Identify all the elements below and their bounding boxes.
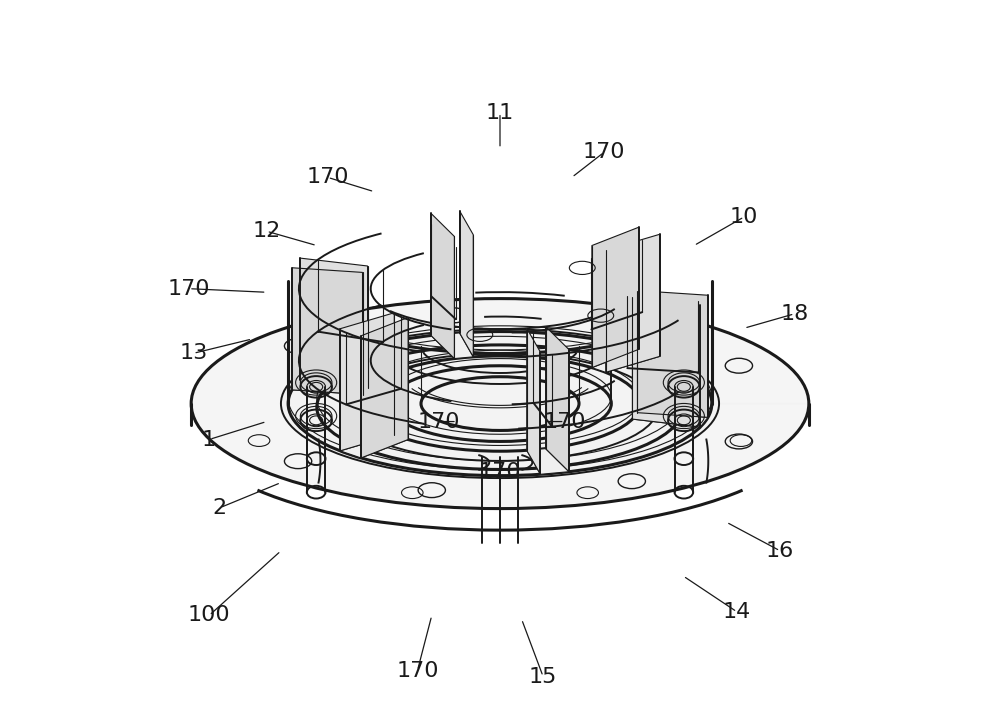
Polygon shape xyxy=(527,328,540,474)
Polygon shape xyxy=(281,329,719,478)
Text: 14: 14 xyxy=(723,602,751,622)
Text: 2: 2 xyxy=(213,497,227,518)
Polygon shape xyxy=(300,258,368,388)
Polygon shape xyxy=(431,213,454,358)
Text: 10: 10 xyxy=(730,207,758,227)
Polygon shape xyxy=(632,297,700,427)
Polygon shape xyxy=(340,435,408,458)
Text: 1: 1 xyxy=(202,430,216,449)
Text: 16: 16 xyxy=(766,541,794,561)
Polygon shape xyxy=(592,349,660,372)
Text: 170: 170 xyxy=(306,167,349,187)
Polygon shape xyxy=(632,412,708,427)
Text: 170: 170 xyxy=(168,279,210,298)
Text: 170: 170 xyxy=(583,142,625,162)
Polygon shape xyxy=(606,234,660,372)
Polygon shape xyxy=(460,211,473,357)
Text: 18: 18 xyxy=(780,304,809,324)
Polygon shape xyxy=(527,448,569,474)
Polygon shape xyxy=(431,333,473,358)
Text: 12: 12 xyxy=(252,221,281,242)
Polygon shape xyxy=(546,327,569,472)
Text: 11: 11 xyxy=(486,102,514,123)
Text: 170: 170 xyxy=(396,660,439,681)
Text: 170: 170 xyxy=(418,412,460,432)
Polygon shape xyxy=(637,291,708,417)
Polygon shape xyxy=(592,227,639,368)
Polygon shape xyxy=(292,380,368,394)
Text: 15: 15 xyxy=(529,666,557,686)
Polygon shape xyxy=(292,267,363,394)
Polygon shape xyxy=(340,313,394,451)
Polygon shape xyxy=(361,317,408,458)
Text: 170: 170 xyxy=(479,462,521,482)
Text: 170: 170 xyxy=(543,412,586,432)
Text: 100: 100 xyxy=(188,606,230,626)
Polygon shape xyxy=(191,298,809,508)
Text: 13: 13 xyxy=(179,343,207,363)
